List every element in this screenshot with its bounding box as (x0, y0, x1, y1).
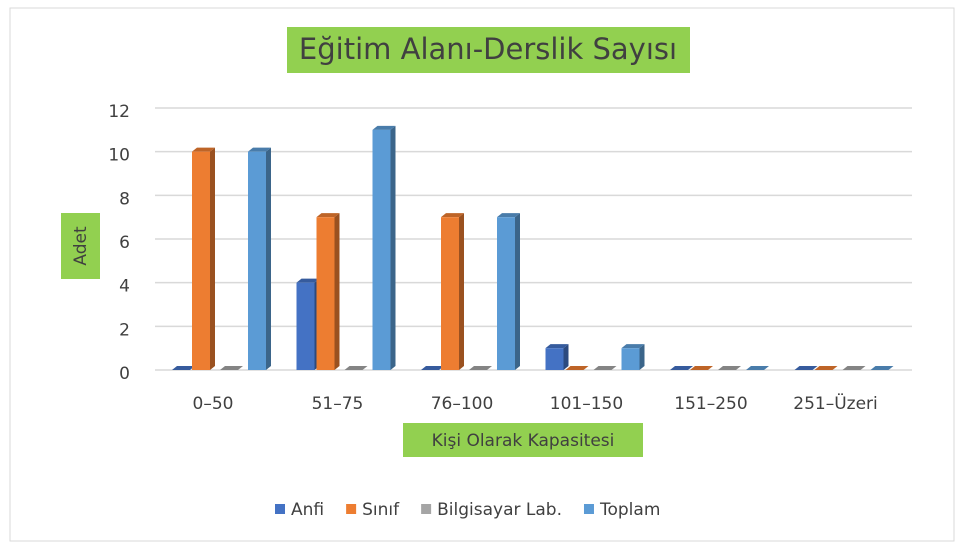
legend-label: Sınıf (362, 500, 400, 520)
bar-top (421, 366, 444, 370)
legend-swatch (421, 504, 432, 514)
bar (621, 348, 640, 370)
bar-top (296, 278, 320, 283)
y-tick-label: 6 (119, 233, 130, 253)
bar-side (334, 213, 340, 370)
bar-top (344, 366, 368, 370)
x-tick-label: 151–250 (674, 394, 747, 414)
bar-top (192, 147, 215, 152)
bar-side (210, 147, 215, 370)
y-tick-label: 8 (119, 189, 130, 209)
bar-top (172, 366, 195, 370)
bar-top (316, 213, 340, 218)
bar-top (593, 366, 617, 370)
bar (497, 217, 515, 370)
bar-top (497, 213, 520, 218)
bar-side (459, 213, 464, 370)
legend-label: Anfi (291, 500, 324, 520)
bar (545, 348, 564, 370)
y-label-box (61, 213, 100, 279)
x-tick-label: 101–150 (550, 394, 623, 414)
bar (192, 151, 210, 370)
bar-top (794, 366, 818, 370)
bar-top (469, 366, 492, 370)
chart-border (9, 7, 955, 542)
bar-top (220, 366, 243, 370)
bar-top (441, 213, 464, 218)
bar-top (372, 125, 396, 130)
x-tick-label: 51–75 (312, 394, 364, 414)
bar (316, 217, 335, 370)
legend-swatch (346, 504, 357, 514)
bar-top (248, 147, 271, 152)
bar-top (814, 366, 838, 370)
bar-side (515, 213, 520, 370)
y-tick-label: 2 (119, 320, 130, 340)
y-tick-label: 0 (119, 364, 130, 384)
bar (296, 282, 315, 370)
chart-title: Eğitim Alanı-Derslik Sayısı (299, 32, 677, 66)
bar-top (565, 366, 589, 370)
legend-label: Bilgisayar Lab. (437, 500, 562, 520)
bar-top (545, 344, 569, 349)
x-tick-label: 76–100 (431, 394, 494, 414)
x-axis-label: Kişi Olarak Kapasitesi (432, 431, 615, 451)
bar (441, 217, 459, 370)
bar-side (390, 125, 396, 370)
bar-top (621, 344, 645, 349)
bar-top (670, 366, 693, 370)
x-label-box (403, 423, 643, 457)
bar-top (746, 366, 769, 370)
bar-side (266, 147, 271, 370)
x-tick-label: 0–50 (193, 394, 234, 414)
bar-top (870, 366, 894, 370)
legend-swatch (275, 504, 285, 514)
y-axis-label: Adet (71, 226, 91, 266)
x-tick-label: 251–Üzeri (793, 392, 878, 414)
bar-top (842, 366, 866, 370)
bar-side (639, 344, 645, 370)
bar-top (690, 366, 713, 370)
y-tick-label: 10 (108, 146, 130, 166)
legend-swatch (583, 504, 594, 514)
y-tick-label: 12 (108, 102, 130, 122)
legend-label: Toplam (599, 500, 660, 520)
bar (372, 129, 391, 370)
bar-top (718, 366, 741, 370)
title-box (287, 27, 690, 73)
bar (248, 151, 266, 370)
bar-side (563, 344, 569, 370)
y-tick-label: 4 (119, 277, 130, 297)
